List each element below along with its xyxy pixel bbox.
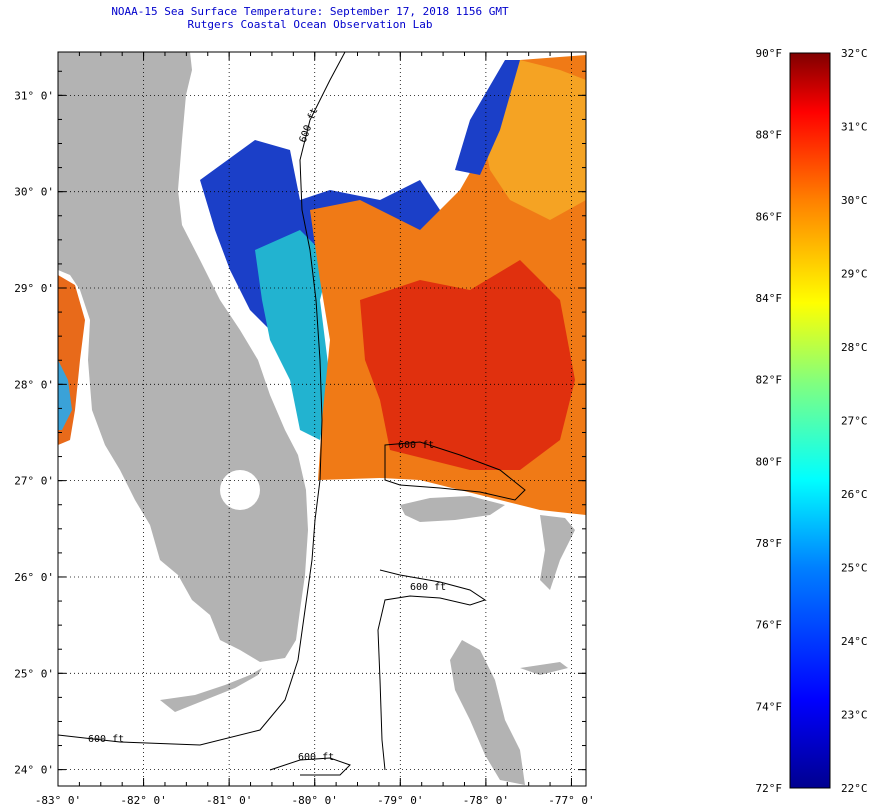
colorbar-c-label: 30°C: [841, 194, 868, 207]
colorbar-celsius-labels: 32°C 31°C 30°C 29°C 28°C 27°C 26°C 25°C 24°C 23°C…: [841, 47, 868, 795]
axis-ticks: [57, 52, 586, 786]
map-subtitle: Rutgers Coastal Ocean Observation Lab: [187, 18, 433, 31]
sst-teal-band: [255, 230, 330, 440]
contour-label: 600 ft: [410, 582, 446, 593]
sst-hot-field: [360, 260, 575, 470]
lon-tick-label: -80° 0': [292, 794, 338, 807]
axis-tick-labels: 31° 0' 30° 0' 29° 0' 28° 0' 27° 0' 26° 0' 25° …: [14, 89, 594, 807]
lon-tick-label: -81° 0': [206, 794, 252, 807]
colorbar-f-label: 74°F: [756, 700, 783, 713]
contour-600ft-tongue: [377, 569, 487, 771]
colorbar-f-label: 86°F: [756, 210, 783, 223]
sst-data-field: [58, 55, 586, 515]
lat-tick-label: 31° 0': [14, 89, 54, 102]
sst-gulf-patch-cool: [58, 360, 72, 430]
lake-okeechobee: [220, 470, 260, 510]
map-title: NOAA-15 Sea Surface Temperature: Septemb…: [111, 5, 509, 18]
contour-600ft-bahamas: [384, 441, 526, 501]
contour-600ft-atlantic: [58, 52, 346, 746]
colorbar-c-label: 24°C: [841, 635, 868, 648]
lon-tick-label: -77° 0': [548, 794, 594, 807]
lat-tick-label: 24° 0': [14, 764, 54, 777]
land: [58, 52, 575, 785]
colorbar-c-label: 31°C: [841, 121, 868, 134]
contour-600ft-south: [269, 757, 351, 776]
contour-label: 600 ft: [398, 440, 434, 451]
colorbar-c-label: 25°C: [841, 562, 868, 575]
colorbar-c-label: 28°C: [841, 341, 868, 354]
lat-tick-label: 30° 0': [14, 186, 54, 199]
colorbar-fahrenheit-labels: 90°F 88°F 86°F 84°F 82°F 80°F 78°F 76°F 74°F 72°F: [756, 47, 783, 795]
colorbar-f-label: 76°F: [756, 619, 783, 632]
bahamas-small-island: [520, 662, 568, 675]
colorbar-c-label: 27°C: [841, 415, 868, 428]
map-frame: [57, 51, 587, 787]
lat-tick-label: 27° 0': [14, 475, 54, 488]
colorbar-f-label: 80°F: [756, 455, 783, 468]
sst-blue-north: [455, 60, 520, 175]
florida-peninsula: [58, 52, 308, 662]
lon-tick-label: -79° 0': [377, 794, 423, 807]
depth-contours: [58, 52, 526, 776]
colorbar-f-label: 78°F: [756, 537, 783, 550]
lat-tick-label: 28° 0': [14, 378, 54, 391]
colorbar-c-label: 32°C: [841, 47, 868, 60]
andros-island: [450, 640, 525, 785]
colorbar-c-label: 26°C: [841, 488, 868, 501]
colorbar-c-label: 23°C: [841, 709, 868, 722]
colorbar-f-label: 84°F: [756, 292, 783, 305]
lat-tick-label: 25° 0': [14, 667, 54, 680]
contour-label: 600 ft: [88, 734, 124, 745]
colorbar-c-label: 29°C: [841, 268, 868, 281]
lon-tick-label: -78° 0': [463, 794, 509, 807]
abaco-island: [540, 515, 575, 590]
lon-tick-label: -82° 0': [120, 794, 166, 807]
graticule: [58, 52, 586, 786]
colorbar-f-label: 88°F: [756, 129, 783, 142]
colorbar-f-label: 72°F: [756, 782, 783, 795]
colorbar-gradient: [789, 52, 831, 789]
florida-keys: [160, 668, 262, 712]
contour-label: 600 ft: [298, 752, 334, 763]
lat-tick-label: 26° 0': [14, 571, 54, 584]
colorbar-f-label: 82°F: [756, 374, 783, 387]
colorbar-f-label: 90°F: [756, 47, 783, 60]
lon-tick-label: -83° 0': [35, 794, 81, 807]
lat-tick-label: 29° 0': [14, 282, 54, 295]
grand-bahama: [400, 496, 505, 522]
colorbar-c-label: 22°C: [841, 782, 868, 795]
